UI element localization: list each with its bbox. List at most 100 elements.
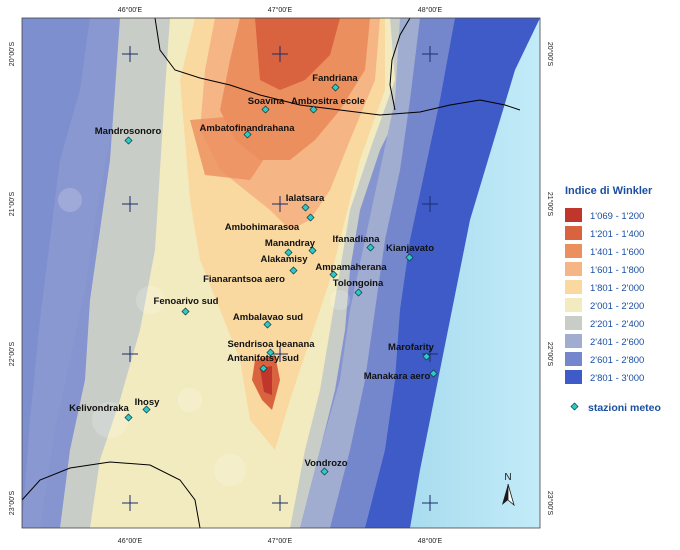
station-label: Fandriana [312,73,358,84]
station-label: Kianjavato [386,243,434,254]
legend-item: 1'601 - 1'800 [565,262,644,276]
legend-item: 2'801 - 3'000 [565,370,644,384]
legend-swatch [565,280,582,294]
legend-label: 1'201 - 1'400 [590,229,644,240]
legend-swatch [565,316,582,330]
legend-label: 2'801 - 3'000 [590,373,644,384]
legend-item: 1'401 - 1'600 [565,244,644,258]
left-tick-label: 21°00'S [8,191,16,216]
legend-station-label: stazioni meteo [588,402,661,414]
legend-item: 2'201 - 2'400 [565,316,644,330]
bottom-tick-label: 46°00'E [118,537,143,545]
left-axis-labels: 20°00'S 21°00'S 22°00'S 23°00'S [8,41,16,515]
station-marker[interactable] [259,364,268,373]
station-marker[interactable] [261,105,270,114]
station-label: Ambohimarasoa [225,222,300,233]
right-axis-labels: 20°00'S 21°00'S 22°00'S 23°00'S [546,42,554,516]
legend-swatch [565,334,582,348]
legend-item: 2'601 - 2'800 [565,352,644,366]
north-arrow-label: N [504,472,511,483]
legend-item: 1'069 - 1'200 [565,208,644,222]
station-label: Manakara aero [364,371,431,382]
stations-layer: Fandriana Soavina Ambositra ecole Mandro… [69,73,438,476]
station-label: Ifanadiana [333,234,381,245]
station-label: Antanifotsy sud [227,353,299,364]
legend-label: 2'001 - 2'200 [590,301,644,312]
legend-swatch [565,352,582,366]
bottom-tick-label: 48°00'E [418,537,443,545]
station-label: Vondrozo [304,458,347,469]
station-marker[interactable] [142,405,151,414]
legend-swatch [565,298,582,312]
station-label: Ambositra ecole [291,96,365,107]
legend-label: 1'801 - 2'000 [590,283,644,294]
legend-swatch [565,262,582,276]
station-marker[interactable] [320,467,329,476]
top-axis-labels: 46°00'E 47°00'E 48°00'E [118,6,443,14]
legend-label: 1'401 - 1'600 [590,247,644,258]
station-marker[interactable] [405,253,414,262]
station-label: Ambalavao sud [233,312,303,323]
left-tick-label: 20°00'S [8,41,16,66]
station-marker[interactable] [331,83,340,92]
map-raster [22,18,540,528]
legend-item: 2'401 - 2'600 [565,334,644,348]
legend-swatch [565,244,582,258]
map-legend: Indice di Winkler 1'069 - 1'200 1'201 - … [565,185,661,414]
station-label: Mandrosonoro [95,126,162,137]
station-label: Soavina [248,96,285,107]
station-marker[interactable] [263,320,272,329]
station-label: Ihosy [135,397,161,408]
station-label: Ampamaherana [315,262,387,273]
station-marker[interactable] [306,213,315,222]
station-marker[interactable] [124,413,133,422]
top-tick-label: 46°00'E [118,6,143,14]
station-marker[interactable] [289,266,298,275]
station-marker[interactable] [309,105,318,114]
legend-label: 2'601 - 2'800 [590,355,644,366]
station-marker[interactable] [429,369,438,378]
legend-label: 1'601 - 1'800 [590,265,644,276]
station-marker[interactable] [243,130,252,139]
legend-swatch [565,226,582,240]
legend-label: 1'069 - 1'200 [590,211,644,222]
station-label: Fianarantsoa aero [203,274,285,285]
station-marker[interactable] [366,243,375,252]
top-tick-label: 47°00'E [268,6,293,14]
station-marker[interactable] [354,288,363,297]
station-marker[interactable] [124,136,133,145]
station-label: Marofarity [388,342,435,353]
legend-item: 2'001 - 2'200 [565,298,644,312]
right-tick-label: 20°00'S [546,42,554,67]
legend-swatch [565,370,582,384]
station-marker[interactable] [181,307,190,316]
left-tick-label: 23°00'S [8,490,16,515]
station-label: Ambatofinandrahana [199,123,295,134]
station-label: Alakamisy [260,254,308,265]
legend-label: 2'201 - 2'400 [590,319,644,330]
station-marker[interactable] [301,203,310,212]
station-marker[interactable] [266,348,275,357]
legend-station-item: stazioni meteo [570,402,661,414]
bottom-axis-labels: 46°00'E 47°00'E 48°00'E [118,537,443,545]
station-label: Sendrisoa beanana [227,339,315,350]
station-marker[interactable] [308,246,317,255]
station-marker[interactable] [329,270,338,279]
station-label: Manandray [265,238,316,249]
station-marker[interactable] [422,352,431,361]
station-label: Fenoarivo sud [154,296,219,307]
legend-item: 1'201 - 1'400 [565,226,644,240]
top-tick-label: 48°00'E [418,6,443,14]
bottom-tick-label: 47°00'E [268,537,293,545]
station-marker[interactable] [284,248,293,257]
legend-station-icon [570,402,579,411]
station-label: Ialatsara [286,193,325,204]
legend-swatch [565,208,582,222]
right-tick-label: 21°00'S [546,192,554,217]
north-arrow-icon: N [502,472,515,507]
station-label: Tolongoina [333,278,384,289]
legend-label: 2'401 - 2'600 [590,337,644,348]
right-tick-label: 23°00'S [546,491,554,516]
legend-title: Indice di Winkler [565,185,653,197]
